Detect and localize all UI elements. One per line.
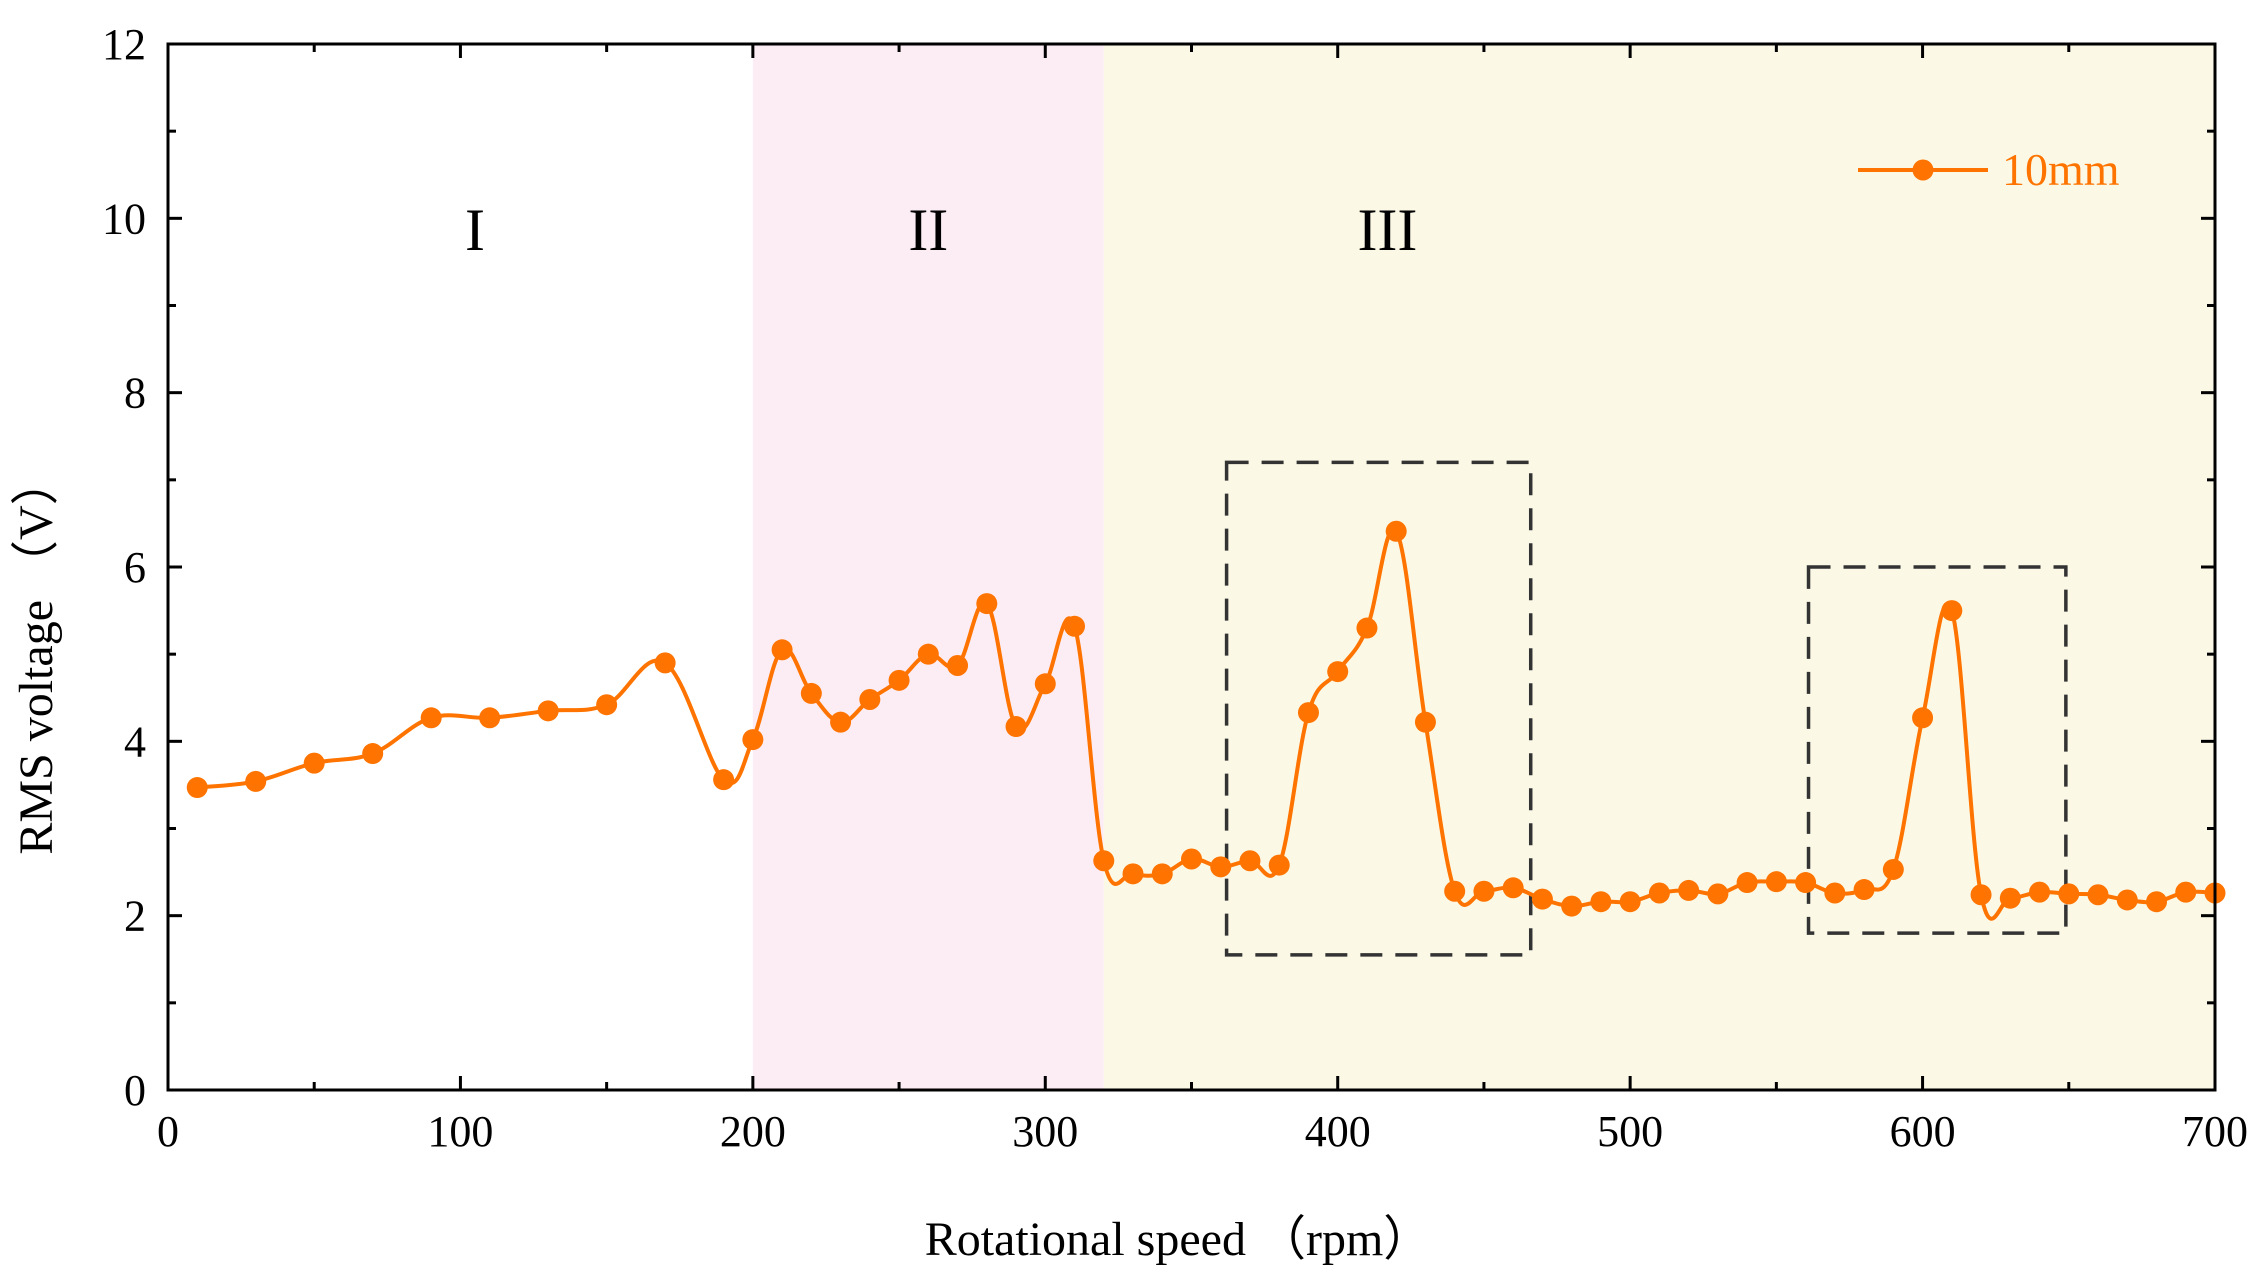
axes: 0 100 200 300 400 500 600 700 0 2 4 6 8 10 12 — [102, 20, 2248, 1156]
data-point — [596, 694, 618, 716]
x-tick-label: 100 — [427, 1107, 493, 1156]
x-axis-label: Rotational speed （rpm） — [925, 1213, 1432, 1266]
data-point — [1151, 863, 1173, 885]
data-point — [742, 729, 764, 751]
y-tick-label: 2 — [124, 892, 146, 941]
data-point — [917, 643, 939, 665]
legend-marker — [1912, 159, 1934, 181]
region-labels: I II III — [465, 197, 1417, 263]
data-point — [1473, 880, 1495, 902]
data-point — [186, 777, 208, 799]
data-point — [1707, 883, 1729, 905]
data-point — [245, 770, 267, 792]
x-tick-label: 300 — [1012, 1107, 1078, 1156]
data-point — [1853, 879, 1875, 901]
data-point — [1239, 850, 1261, 872]
data-point — [1356, 617, 1378, 639]
data-point — [2029, 881, 2051, 903]
data-point — [888, 669, 910, 691]
dashed-box-1 — [1224, 460, 1533, 957]
y-tick-label: 0 — [124, 1066, 146, 1115]
data-point — [1414, 711, 1436, 733]
data-point — [1648, 882, 1670, 904]
data-point — [1736, 872, 1758, 894]
y-tick-label: 12 — [102, 20, 146, 69]
data-point — [362, 743, 384, 765]
series-layer — [186, 520, 2226, 921]
data-point — [303, 752, 325, 774]
data-point — [2058, 883, 2080, 905]
data-point — [420, 707, 442, 729]
data-point — [859, 688, 881, 710]
data-point — [1795, 872, 1817, 894]
data-point — [800, 682, 822, 704]
data-point — [976, 593, 998, 615]
data-point — [1327, 661, 1349, 683]
region-label-II: II — [908, 197, 948, 263]
y-tick-label: 4 — [124, 717, 146, 766]
data-point — [1034, 673, 1056, 695]
annotation-boxes — [1224, 460, 2068, 957]
data-point — [1297, 702, 1319, 724]
data-point — [1210, 856, 1232, 878]
data-point — [1093, 850, 1115, 872]
data-point — [1385, 520, 1407, 542]
region-label-III: III — [1357, 197, 1417, 263]
y-tick-label: 8 — [124, 369, 146, 418]
data-point — [1678, 879, 1700, 901]
data-point — [1882, 858, 1904, 880]
data-point — [1064, 615, 1086, 637]
data-point — [2175, 881, 2197, 903]
region-II-band — [752, 44, 1104, 1090]
data-point — [537, 700, 559, 722]
data-point — [771, 639, 793, 661]
data-point — [1970, 884, 1992, 906]
data-point — [713, 769, 735, 791]
data-point — [830, 711, 852, 733]
data-point — [1561, 895, 1583, 917]
data-point — [947, 654, 969, 676]
data-point — [1765, 871, 1787, 893]
legend-label: 10mm — [2002, 144, 2120, 195]
x-tick-label: 500 — [1597, 1107, 1663, 1156]
region-label-I: I — [465, 197, 485, 263]
data-point — [479, 707, 501, 729]
data-point — [1531, 888, 1553, 910]
data-point — [2146, 891, 2168, 913]
data-point — [1590, 891, 1612, 913]
x-tick-label: 600 — [1890, 1107, 1956, 1156]
dashed-box-2 — [1806, 565, 2068, 935]
x-tick-label: 400 — [1305, 1107, 1371, 1156]
y-tick-label: 10 — [102, 194, 146, 243]
x-tick-label: 0 — [157, 1107, 179, 1156]
data-point — [1912, 707, 1934, 729]
data-point — [1941, 600, 1963, 622]
data-point — [2087, 884, 2109, 906]
data-point — [1502, 877, 1524, 899]
x-tick-label: 700 — [2182, 1107, 2248, 1156]
data-point — [1181, 848, 1202, 870]
data-point — [1619, 891, 1641, 913]
data-point — [1999, 887, 2021, 909]
y-axis-label: RMS voltage （V） — [10, 457, 63, 854]
data-point — [1268, 854, 1290, 876]
legend: 10mm — [1858, 144, 2120, 195]
data-point — [1005, 716, 1027, 738]
data-point — [2116, 889, 2138, 911]
data-point — [1122, 863, 1144, 885]
data-point — [1444, 880, 1466, 902]
y-tick-label: 6 — [124, 543, 146, 592]
data-point — [654, 652, 676, 674]
x-tick-label: 200 — [720, 1107, 786, 1156]
data-point — [1824, 882, 1846, 904]
